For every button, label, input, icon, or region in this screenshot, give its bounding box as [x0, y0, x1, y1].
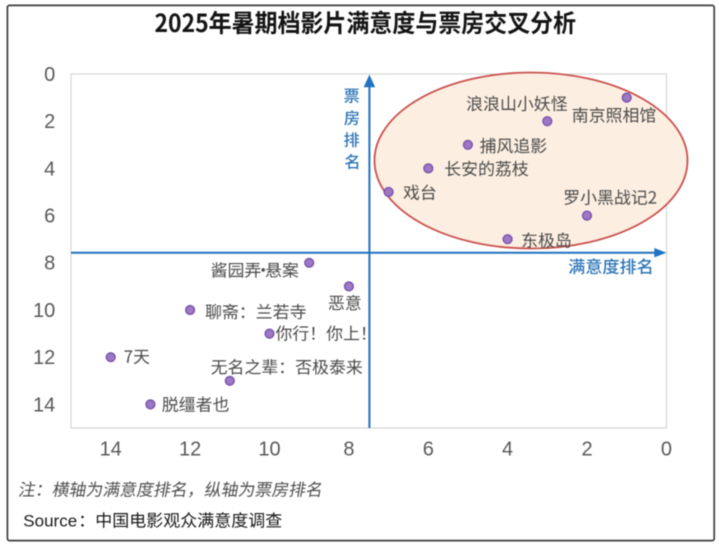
svg-text:4: 4 [44, 158, 55, 180]
svg-text:8: 8 [44, 253, 55, 275]
svg-text:6: 6 [44, 206, 55, 228]
svg-text:12: 12 [33, 347, 55, 369]
svg-text:14: 14 [100, 439, 122, 461]
svg-text:12: 12 [179, 439, 201, 461]
svg-text:Source: Source [23, 512, 77, 531]
svg-text:14: 14 [33, 394, 55, 416]
svg-text:10: 10 [258, 439, 280, 461]
svg-text:6: 6 [423, 439, 434, 461]
svg-text:4: 4 [502, 439, 513, 461]
svg-text:8: 8 [343, 439, 354, 461]
svg-text:2: 2 [581, 439, 592, 461]
svg-text:2: 2 [44, 111, 55, 133]
svg-text:0: 0 [661, 439, 672, 461]
svg-text:0: 0 [44, 64, 55, 86]
svg-text:10: 10 [33, 300, 55, 322]
